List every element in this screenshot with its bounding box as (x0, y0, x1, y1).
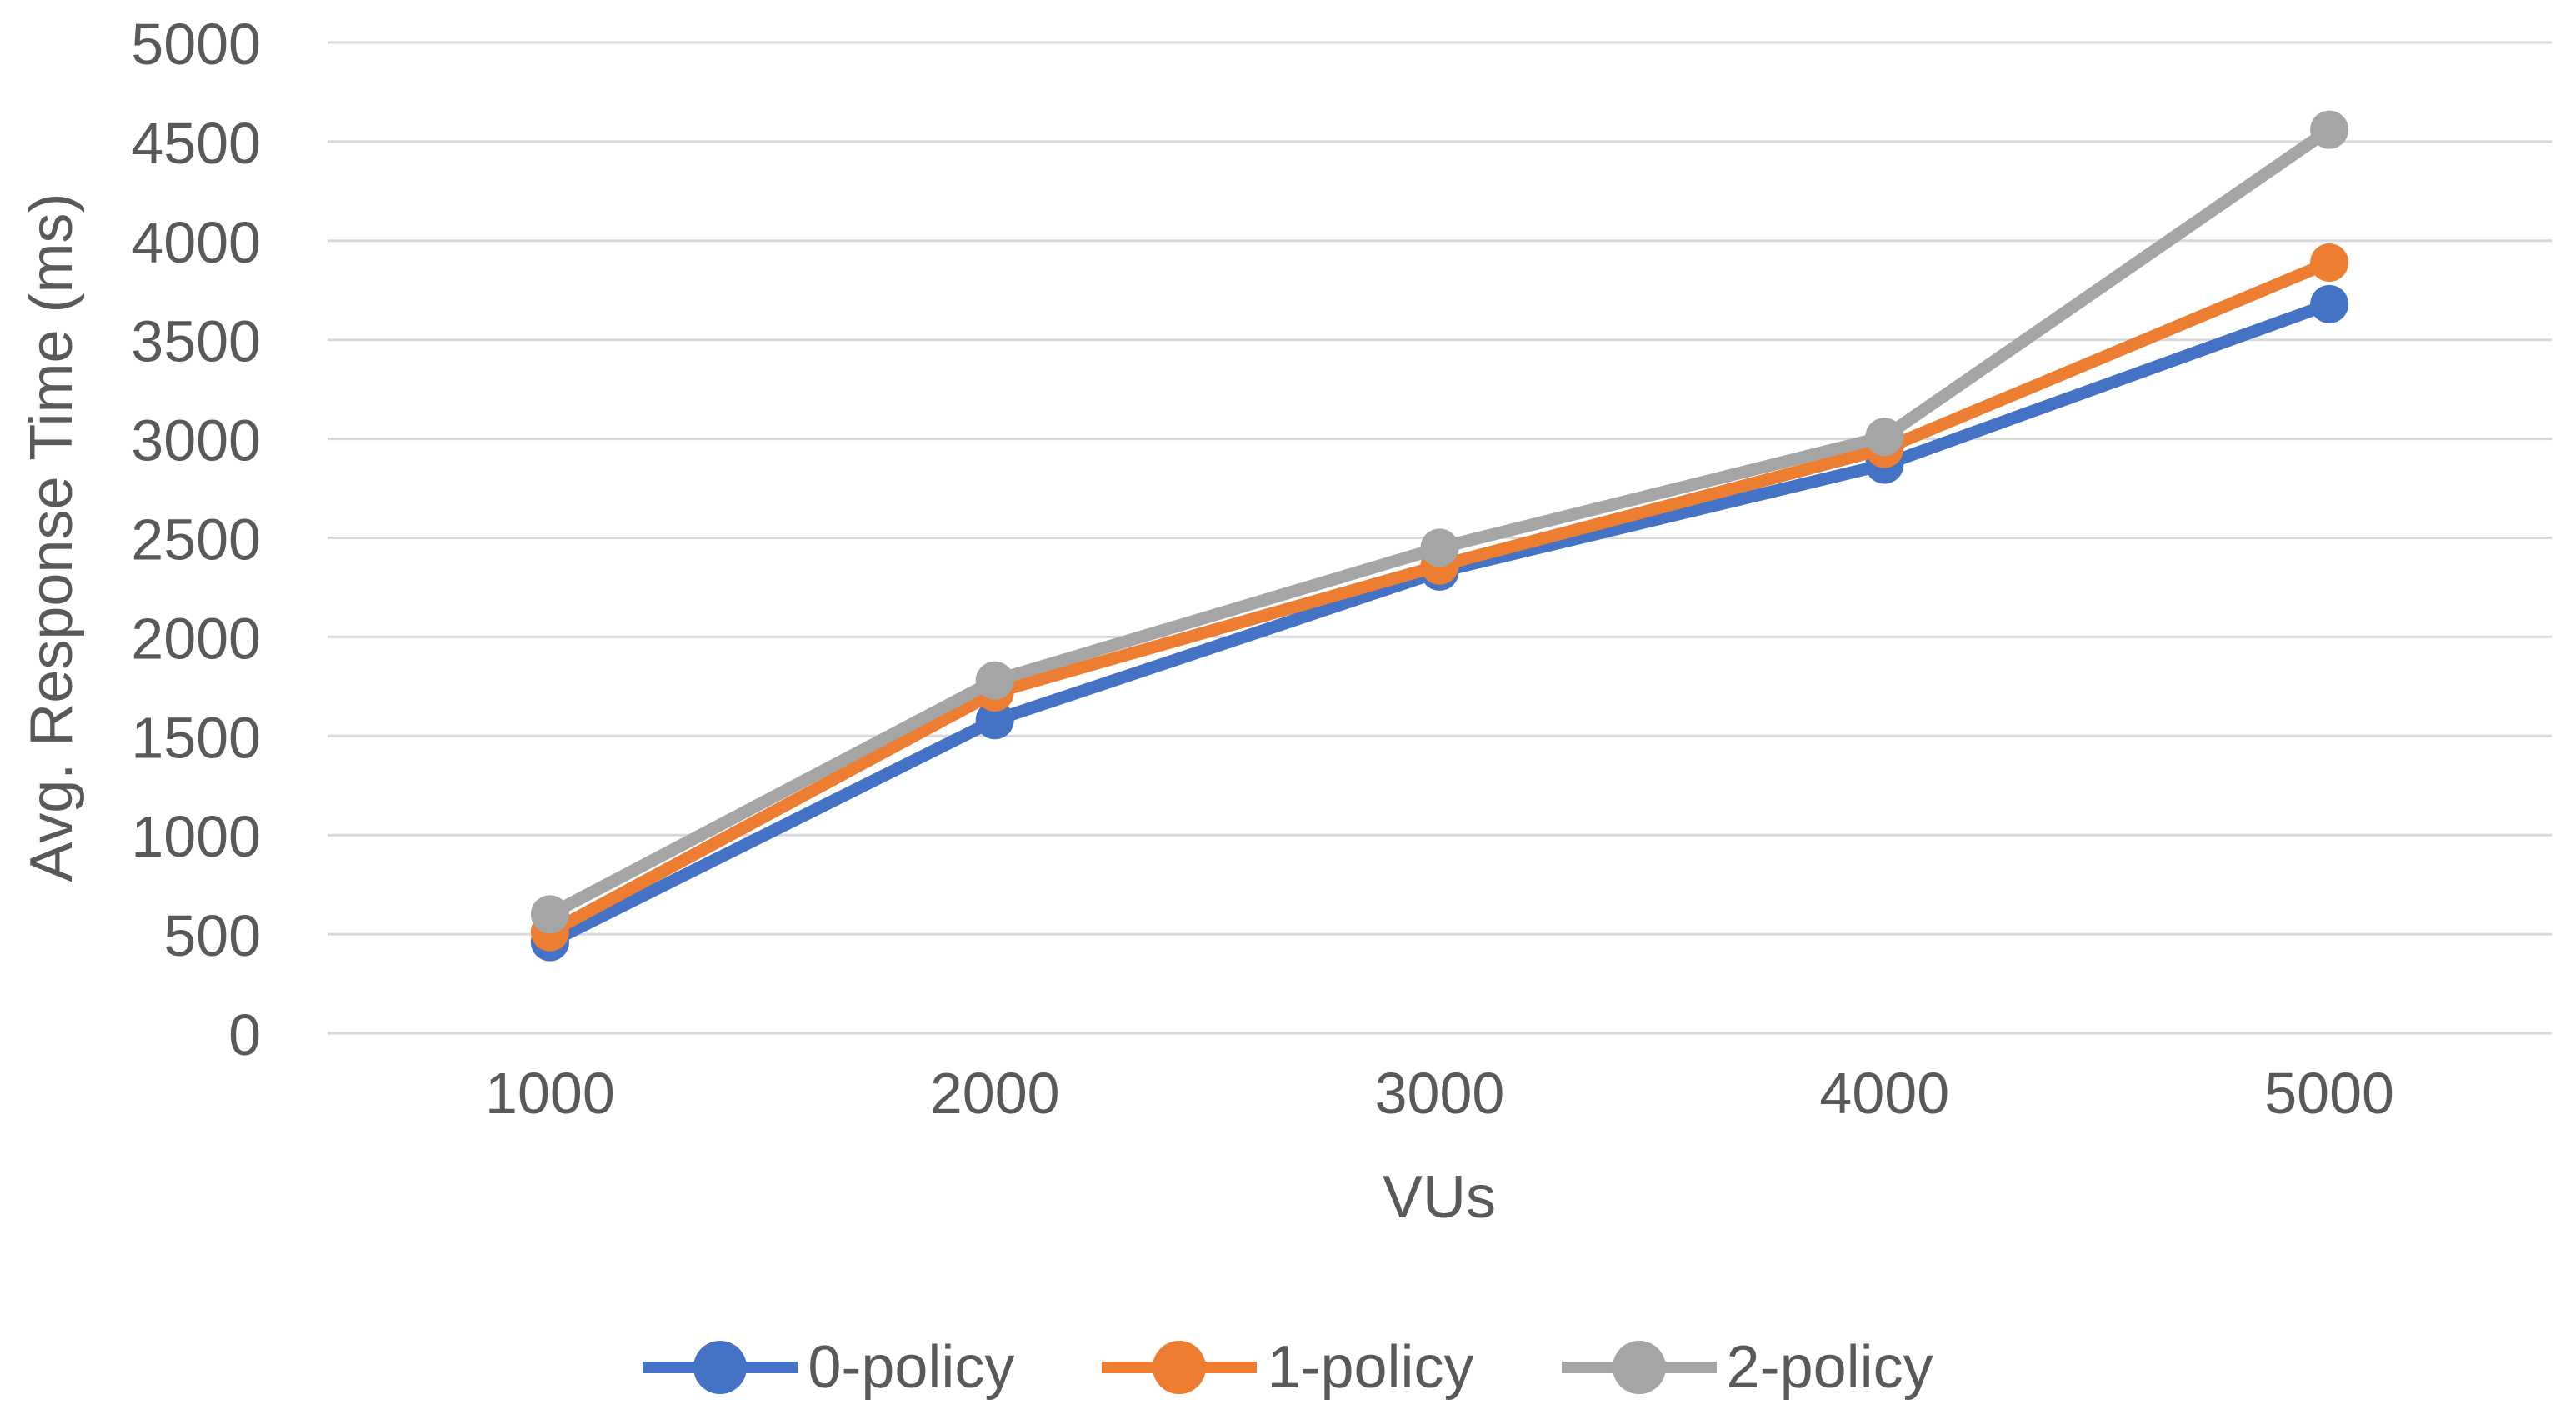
legend: 0-policy 1-policy 2-policy (0, 1333, 2576, 1402)
data-point-2-policy (2310, 110, 2349, 149)
line-dot-marker-icon (643, 1339, 798, 1396)
series-line-0-policy (543, 298, 2336, 949)
data-point-2-policy (975, 661, 1014, 700)
line-dot-marker-icon (1102, 1339, 1258, 1396)
x-axis-title: VUs (1382, 1164, 1497, 1231)
y-tick-label: 2500 (131, 508, 261, 572)
y-tick-label: 3000 (131, 408, 261, 473)
y-tick-label: 1500 (131, 705, 261, 770)
data-point-2-policy (530, 895, 569, 934)
legend-dot-icon (1153, 1341, 1207, 1394)
legend-item-1-policy: 1-policy (1102, 1333, 1474, 1402)
x-tick-label: 2000 (930, 1061, 1060, 1126)
x-tick-label: 4000 (1819, 1061, 1949, 1126)
legend-label: 1-policy (1267, 1334, 1474, 1401)
y-axis-title: Avg. Response Time (ms) (18, 192, 85, 882)
legend-label: 2-policy (1726, 1334, 1933, 1401)
series-line-2-policy (543, 123, 2336, 921)
x-tick-label: 1000 (485, 1061, 615, 1126)
legend-dot-icon (1612, 1341, 1666, 1394)
x-tick-label: 5000 (2264, 1061, 2394, 1126)
line-dot-marker-icon (1561, 1339, 1717, 1396)
data-point-0-policy (975, 701, 1014, 740)
y-tick-label: 1000 (131, 804, 261, 869)
y-tick-label: 3500 (131, 309, 261, 374)
data-point-0-policy (2310, 284, 2349, 323)
y-tick-label: 4000 (131, 210, 261, 275)
legend-item-0-policy: 0-policy (643, 1333, 1014, 1402)
legend-item-2-policy: 2-policy (1561, 1333, 1933, 1402)
x-tick-label: 3000 (1375, 1061, 1505, 1126)
series-line-1-policy (543, 256, 2336, 939)
data-point-1-policy (2310, 242, 2349, 282)
y-tick-label: 0 (228, 1002, 261, 1068)
y-tick-label: 500 (163, 903, 261, 968)
legend-dot-icon (693, 1341, 748, 1394)
y-tick-label: 5000 (131, 12, 261, 77)
y-tick-label: 4500 (131, 111, 261, 176)
data-point-2-policy (1865, 418, 1904, 457)
data-point-2-policy (1420, 528, 1459, 568)
y-tick-label: 2000 (131, 606, 261, 671)
legend-label: 0-policy (808, 1334, 1015, 1401)
